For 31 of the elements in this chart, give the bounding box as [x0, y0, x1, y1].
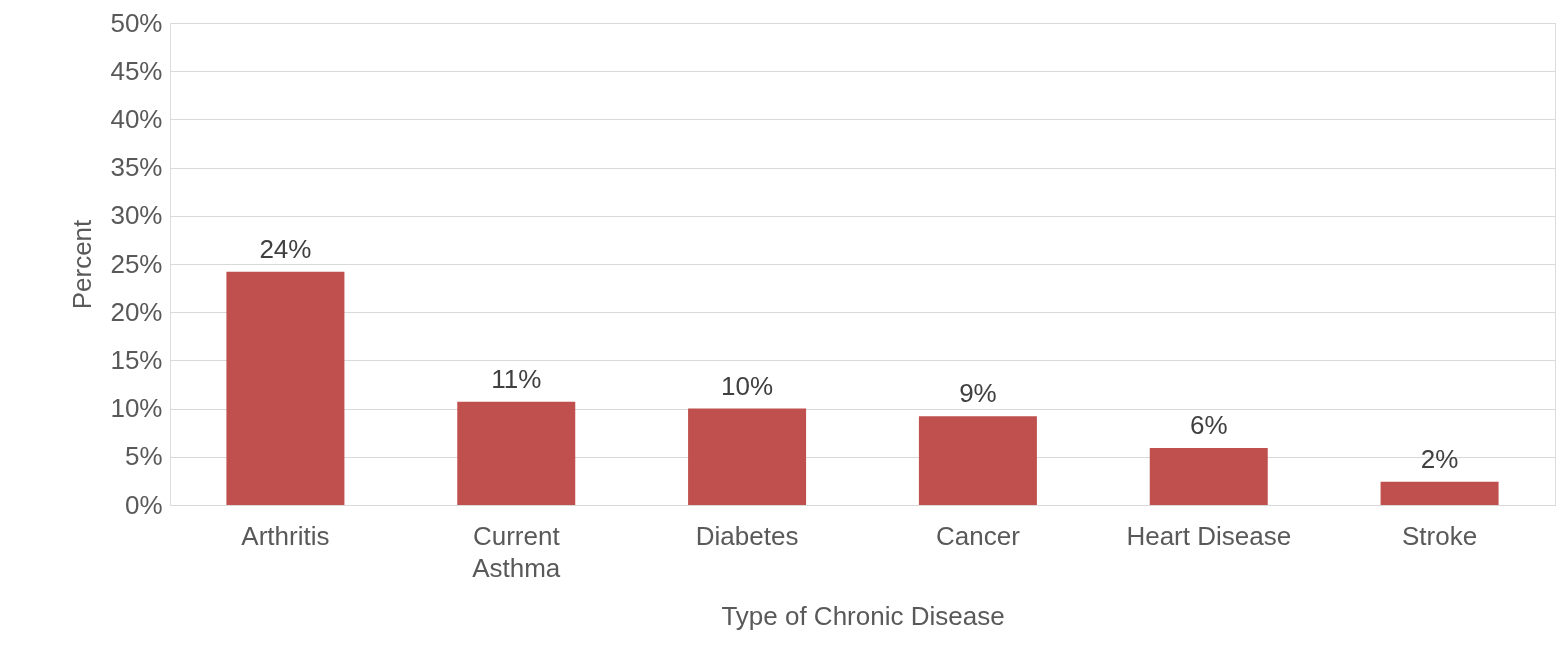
y-tick-label: 40%	[110, 103, 163, 134]
y-tick-label: 15%	[110, 344, 163, 375]
x-tick-label: Current Asthma	[472, 520, 561, 583]
bar	[688, 408, 807, 505]
bar	[457, 401, 576, 505]
bar	[918, 416, 1037, 505]
y-tick-label: 45%	[110, 55, 163, 86]
data-label: 11%	[491, 363, 542, 394]
y-tick-label: 30%	[110, 200, 163, 231]
x-tick-label: Arthritis	[241, 520, 330, 551]
data-label: 9%	[959, 378, 997, 409]
x-axis-title: Type of Chronic Disease	[721, 600, 1005, 631]
bar	[226, 271, 345, 505]
data-label: 6%	[1189, 410, 1228, 441]
y-tick-label: 35%	[110, 152, 163, 183]
y-axis-title: Percent	[67, 218, 98, 310]
y-tick-label: 20%	[110, 296, 163, 327]
bar	[1380, 481, 1499, 505]
data-label: 24%	[259, 233, 312, 264]
y-tick-label: 10%	[110, 393, 163, 424]
data-label: 2%	[1420, 443, 1459, 474]
x-tick-label: Diabetes	[695, 520, 799, 551]
x-tick-label: Heart Disease	[1126, 520, 1292, 551]
y-tick-label: 0%	[124, 489, 163, 520]
y-tick-label: 5%	[124, 441, 163, 472]
data-label: 10%	[721, 370, 774, 401]
bar	[1149, 448, 1268, 505]
x-tick-label: Stroke	[1402, 520, 1478, 551]
y-tick-label: 50%	[110, 7, 163, 38]
x-tick-label: Cancer	[936, 520, 1021, 551]
y-tick-label: 25%	[110, 248, 163, 279]
